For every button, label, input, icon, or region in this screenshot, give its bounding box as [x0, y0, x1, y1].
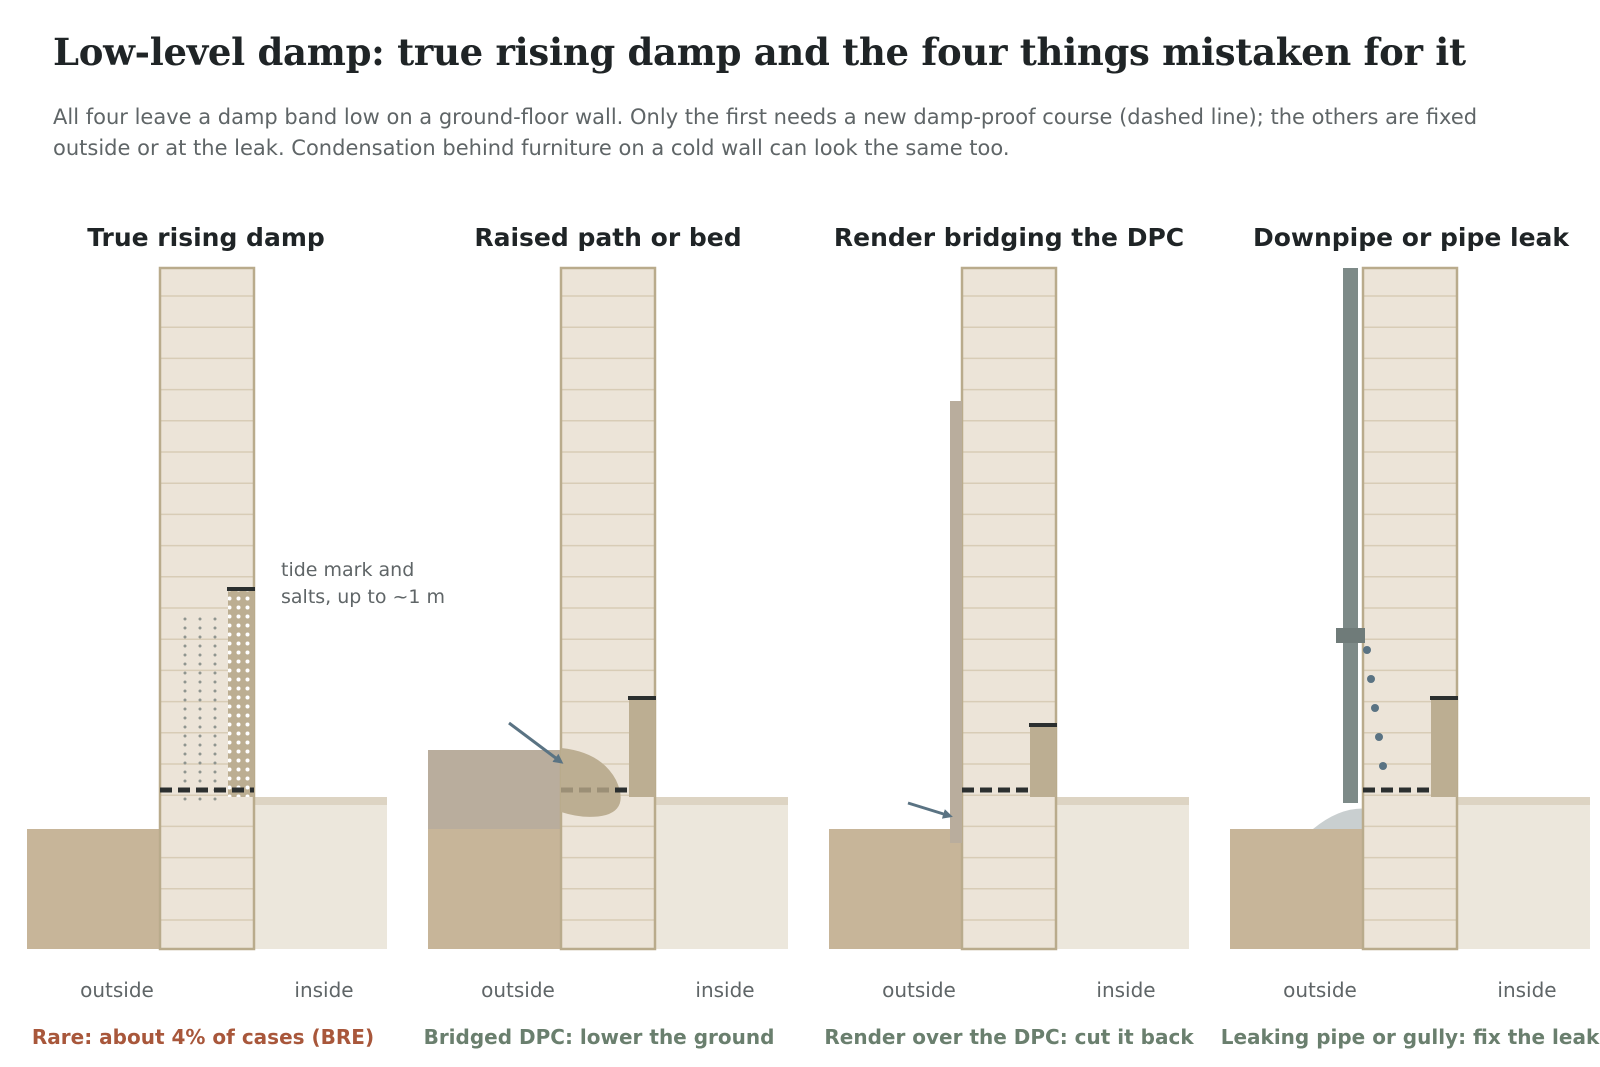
- panel-downpipe-leak: Downpipe or pipe leak outside inside Lea…: [1221, 223, 1600, 1049]
- annotation-line-1: tide mark and: [281, 559, 414, 581]
- pipe-joint: [1336, 628, 1365, 643]
- render-layer: [950, 401, 962, 843]
- floor-surface: [1456, 797, 1590, 805]
- damp-band: [629, 698, 655, 797]
- panel-verdict: Leaking pipe or gully: fix the leak: [1221, 1025, 1600, 1049]
- ground-soil: [27, 829, 161, 949]
- ground-soil: [1230, 829, 1364, 949]
- label-outside: outside: [882, 978, 956, 1002]
- panel-title: Render bridging the DPC: [834, 223, 1184, 252]
- bridge-arrow: [907, 801, 953, 819]
- panel-true-rising-damp: True rising damp tide mark and salts, up…: [27, 223, 445, 1049]
- brick-wall: [960, 266, 1058, 951]
- floor-surface: [253, 797, 387, 805]
- label-inside: inside: [1497, 978, 1556, 1002]
- interior-floor: [654, 797, 788, 949]
- interior-floor: [253, 797, 387, 949]
- interior-floor: [1456, 797, 1590, 949]
- panel-verdict: Rare: about 4% of cases (BRE): [32, 1025, 374, 1049]
- raised-bed: [428, 750, 562, 829]
- floor-surface: [654, 797, 788, 805]
- ground-soil: [829, 829, 963, 949]
- label-outside: outside: [481, 978, 555, 1002]
- annotation-line-2: salts, up to ~1 m: [281, 586, 445, 608]
- leak-drips: [1363, 646, 1387, 770]
- interior-floor: [1055, 797, 1189, 949]
- panel-verdict: Render over the DPC: cut it back: [824, 1025, 1194, 1049]
- label-inside: inside: [695, 978, 754, 1002]
- panel-title: True rising damp: [87, 223, 325, 252]
- panel-title: Raised path or bed: [474, 223, 741, 252]
- label-outside: outside: [1283, 978, 1357, 1002]
- damp-band: [227, 587, 255, 797]
- damp-band: [1431, 698, 1457, 797]
- floor-surface: [1055, 797, 1189, 805]
- downpipe: [1343, 268, 1358, 803]
- ground-soil: [428, 829, 562, 949]
- salt-dots: [183, 617, 217, 801]
- page-subtitle: All four leave a damp band low on a grou…: [53, 105, 1478, 160]
- panel-title: Downpipe or pipe leak: [1253, 223, 1570, 252]
- damp-bulge: [561, 748, 621, 817]
- panel-render-bridging: Render bridging the DPC outside inside R…: [824, 223, 1194, 1049]
- bridge-arrow: [508, 721, 564, 764]
- brick-wall: [559, 266, 657, 951]
- label-inside: inside: [294, 978, 353, 1002]
- panel-raised-path: Raised path or bed outside inside Bridge…: [424, 223, 788, 1049]
- page-title: Low-level damp: true rising damp and the…: [53, 30, 1466, 74]
- brick-wall: [1361, 266, 1459, 951]
- damp-band: [1030, 725, 1056, 797]
- label-inside: inside: [1096, 978, 1155, 1002]
- label-outside: outside: [80, 978, 154, 1002]
- panel-verdict: Bridged DPC: lower the ground: [424, 1025, 775, 1049]
